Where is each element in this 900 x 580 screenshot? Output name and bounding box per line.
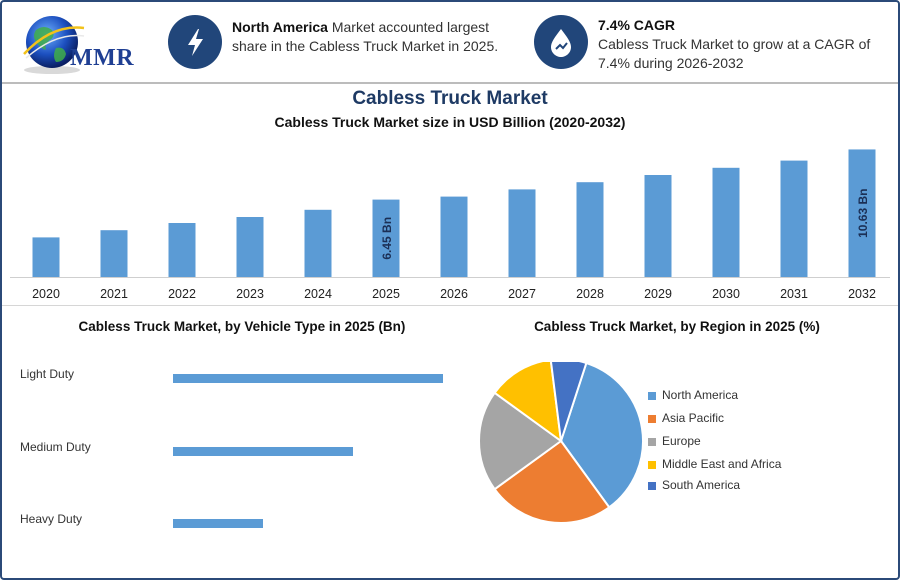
bar-2022	[168, 223, 196, 277]
x-tick-label: 2030	[712, 287, 740, 301]
kpi-1-desc: Market accounted largest share in the Ca…	[232, 19, 499, 54]
logo-text: MMR	[70, 45, 135, 71]
legend-swatch	[648, 438, 656, 446]
main-title: Cabless Truck Market	[352, 88, 548, 109]
legend-swatch	[648, 482, 656, 490]
pie-slice-asia-pacific	[493, 439, 611, 524]
header-divider	[2, 82, 898, 84]
kpi-2-badge	[534, 15, 588, 69]
x-tick-label: 2025	[372, 287, 400, 301]
vehicle-type-label-medium: Medium Duty	[20, 440, 91, 454]
x-tick-label: 2024	[304, 287, 332, 301]
pie-slice-north-america	[559, 362, 644, 509]
x-tick-label: 2026	[440, 287, 468, 301]
x-tick-label: 2031	[780, 287, 808, 301]
bar-2023	[236, 217, 264, 277]
logo: MMR	[16, 8, 146, 78]
kpi-2-bold: 7.4% CAGR	[598, 17, 676, 33]
section-divider	[2, 305, 898, 306]
kpi-2-desc: Cabless Truck Market to grow at a CAGR o…	[598, 36, 871, 71]
pie-slice-europe	[478, 391, 563, 491]
bar-chart-title: Cabless Truck Market size in USD Billion…	[274, 114, 626, 130]
legend-label: Europe	[662, 434, 701, 448]
vehicle-type-bar-chart	[173, 374, 443, 528]
bar-2027	[508, 189, 536, 277]
legend-swatch	[648, 392, 656, 400]
kpi-2-text: 7.4% CAGR Cabless Truck Market to grow a…	[598, 16, 883, 73]
globe-icon	[23, 16, 85, 74]
legend-label: Middle East and Africa	[662, 457, 782, 471]
bar-2032	[848, 149, 876, 277]
bolt-icon	[188, 29, 203, 56]
legend-swatch	[648, 461, 656, 469]
pie-slice-middle-east-and-africa	[493, 362, 563, 444]
x-tick-label: 2032	[848, 287, 876, 301]
data-label-2032: 10.63 Bn	[856, 189, 870, 238]
bar-2024	[304, 209, 332, 277]
hbar-heavy-duty	[173, 519, 263, 528]
bar-2028	[576, 182, 604, 277]
kpi-1-bold: North America	[232, 19, 328, 35]
legend-label: South America	[662, 478, 741, 492]
bar-2031	[780, 160, 808, 277]
bar-2029	[644, 175, 672, 277]
x-tick-label: 2021	[100, 287, 128, 301]
legend-swatch	[648, 415, 656, 423]
x-tick-label: 2023	[236, 287, 264, 301]
pie-slice-south-america	[550, 362, 588, 442]
market-size-bar-chart: 2020 2021 2022 2023 2024 2025 6.45 Bn 2026 2027 2…	[10, 149, 890, 301]
hbar-medium-duty	[173, 447, 353, 456]
region-pie-chart	[478, 362, 644, 524]
vehicle-type-chart-title: Cabless Truck Market, by Vehicle Type in…	[78, 319, 406, 334]
hbar-light-duty	[173, 374, 443, 383]
x-tick-label: 2029	[644, 287, 672, 301]
data-label-2025: 6.45 Bn	[380, 217, 394, 260]
growth-icon	[551, 29, 571, 57]
header: MMR North America Market accounted large…	[2, 2, 898, 82]
bar-2020	[32, 237, 60, 277]
vehicle-type-label-heavy: Heavy Duty	[20, 512, 83, 526]
x-tick-label: 2020	[32, 287, 60, 301]
bar-2025	[372, 199, 400, 277]
x-tick-label: 2022	[168, 287, 196, 301]
x-tick-label: 2027	[508, 287, 536, 301]
bar-2030	[712, 167, 740, 277]
bar-2021	[100, 230, 128, 277]
legend-label: Asia Pacific	[662, 411, 725, 425]
kpi-1-badge	[168, 15, 222, 69]
kpi-1-text: North America Market accounted largest s…	[232, 18, 512, 56]
x-tick-label: 2028	[576, 287, 604, 301]
vehicle-type-label-light: Light Duty	[20, 367, 75, 381]
legend-label: North America	[662, 388, 739, 402]
region-chart-title: Cabless Truck Market, by Region in 2025 …	[534, 319, 820, 334]
bar-2026	[440, 196, 468, 277]
